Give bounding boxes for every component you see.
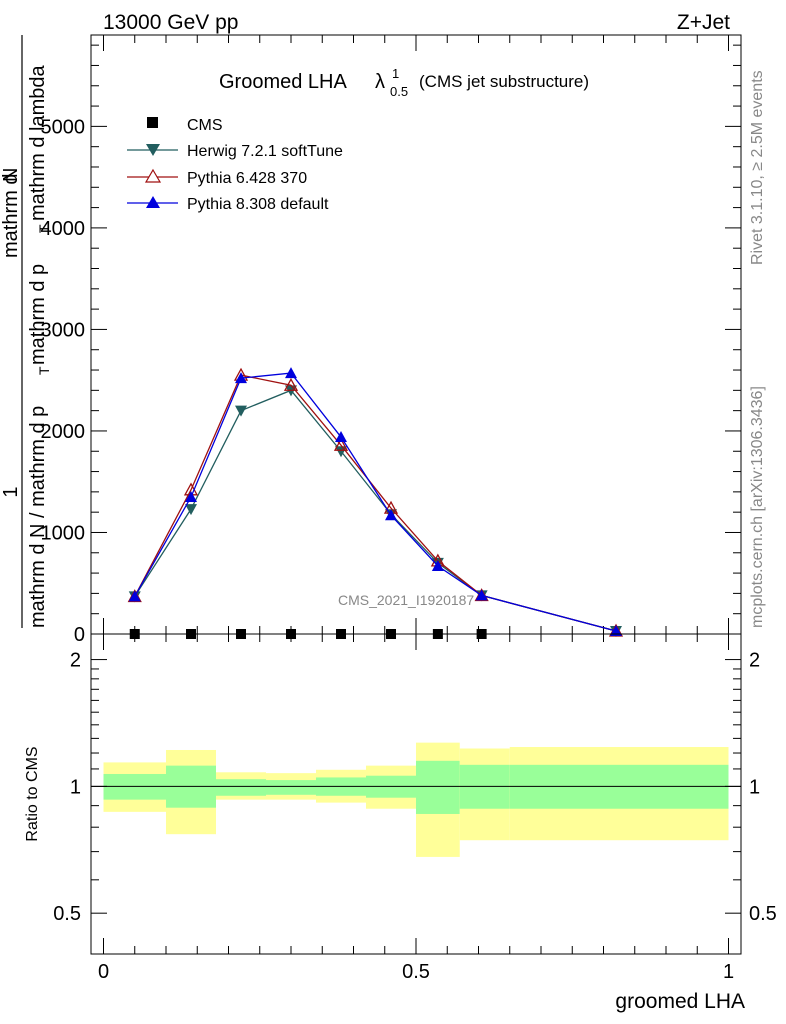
ratio-ticks [91, 634, 741, 954]
legend: CMS Herwig 7.2.1 softTune Pythia 6.428 3… [127, 117, 343, 213]
energy-label: 13000 GeV pp [103, 11, 238, 34]
legend-entry-pythia6: Pythia 6.428 370 [127, 168, 307, 187]
ratio-band-inner [416, 760, 460, 814]
ratio-y-label: Ratio to CMS [24, 746, 41, 841]
ratio-ytick-label-left: 0.5 [53, 903, 81, 925]
main-ytick-label: 1000 [41, 522, 86, 544]
ratio-tick-labels: 0.5 0.5 1 1 2 2 [53, 650, 777, 926]
x-tick-label: 1 [723, 961, 734, 983]
legend-label-pythia8: Pythia 8.308 default [187, 196, 329, 213]
rivet-label: Rivet 3.1.10, ≥ 2.5M events [749, 70, 766, 265]
analysis-watermark: CMS_2021_I1920187 [338, 592, 474, 608]
pythia8-point [185, 490, 197, 502]
ratio-ytick-label-left: 1 [70, 776, 81, 798]
main-ytick-label: 2000 [41, 421, 86, 443]
title-main: Groomed LHA [219, 71, 347, 93]
x-tick-label: 0.5 [402, 961, 430, 983]
main-ytick-label: 3000 [41, 319, 86, 341]
main-ytick-label: 0 [74, 624, 85, 646]
ratio-ytick-label-right: 0.5 [749, 903, 777, 925]
title-lambda: λ [375, 71, 385, 93]
pythia8-point [285, 367, 297, 379]
series-line-2 [134, 374, 617, 632]
ratio-band-inner [266, 780, 316, 795]
pythia8-point [610, 624, 622, 636]
pythia6-point [333, 437, 349, 451]
process-label: Z+Jet [677, 11, 730, 34]
pythia8-point [235, 372, 247, 384]
x-axis-label: groomed LHA [615, 990, 745, 1013]
x-tick-label: 0 [98, 961, 109, 983]
ylabel-bottom-sub: T [36, 366, 52, 375]
legend-marker-herwig [146, 144, 160, 156]
ylabel-den-sub: T [36, 224, 52, 233]
legend-entry-cms: CMS [147, 117, 223, 134]
series-3 [128, 367, 622, 636]
ratio-ytick-label-left: 2 [70, 650, 81, 672]
ylabel-num: mathrm d [0, 174, 22, 258]
main-ytick-labels: 0 1000 2000 3000 4000 5000 [41, 116, 86, 646]
legend-entry-pythia8: Pythia 8.308 default [127, 196, 329, 213]
ratio-ytick-label-right: 2 [749, 650, 760, 672]
pythia8-point [335, 431, 347, 443]
herwig-point [185, 504, 197, 516]
ylabel-bottom: mathrm d N / mathrm d p [27, 406, 49, 628]
x-tick-labels: 0 0.5 1 [98, 961, 734, 983]
legend-label-cms: CMS [187, 117, 223, 134]
pythia8-point [385, 509, 397, 521]
legend-label-pythia6: Pythia 6.428 370 [187, 170, 307, 187]
legend-entry-herwig: Herwig 7.2.1 softTune [127, 143, 343, 160]
title-sub: 0.5 [390, 84, 408, 99]
herwig-point [235, 405, 247, 417]
mcplots-label: mcplots.cern.ch [arXiv:1306.3436] [749, 386, 766, 628]
main-ytick-label: 5000 [41, 116, 86, 138]
title-note: (CMS jet substructure) [419, 72, 589, 91]
main-y-label: 1 mathrm d N mathrm d p T mathrm d lambd… [0, 35, 52, 628]
ylabel-den: mathrm d p [27, 264, 49, 365]
legend-marker-cms [147, 117, 158, 128]
legend-marker-pythia8 [146, 196, 160, 208]
ratio-bands [103, 742, 729, 857]
ratio-ytick-label-right: 1 [749, 776, 760, 798]
legend-marker-pythia6 [144, 168, 162, 183]
ylabel-den2: mathrm d lambda [27, 65, 49, 221]
pythia8-point [128, 590, 141, 602]
ratio-band-inner [216, 779, 266, 796]
pythia6-point [283, 377, 299, 391]
pythia8-point [431, 559, 444, 571]
pythia8-point [475, 589, 488, 601]
ylabel-top: 1 [0, 486, 22, 497]
main-ytick-label: 4000 [41, 218, 86, 240]
title-sup: 1 [392, 66, 399, 81]
chart-title: Groomed LHA λ 1 0.5 (CMS jet substructur… [219, 66, 589, 99]
ylabel-num2: N [0, 168, 22, 182]
legend-label-herwig: Herwig 7.2.1 softTune [187, 143, 343, 160]
